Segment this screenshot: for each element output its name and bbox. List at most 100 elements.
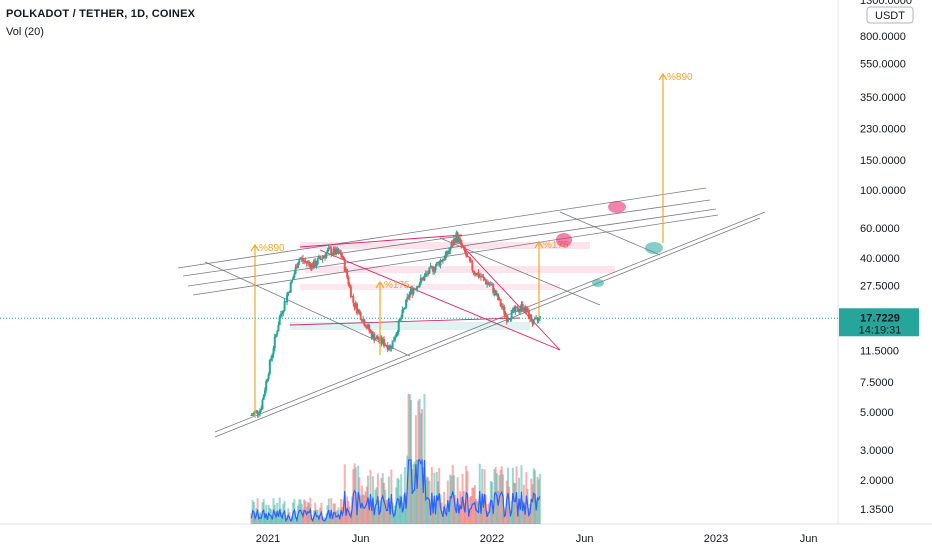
trendline [182, 199, 711, 277]
candle-body [525, 306, 528, 313]
volume-bar [344, 508, 347, 524]
volume-bar [419, 413, 422, 524]
candle-body [324, 256, 327, 258]
candle-body [488, 284, 491, 286]
candle-body [511, 308, 514, 311]
candle-body [435, 262, 438, 266]
candle-body [327, 247, 330, 250]
countdown-label: 14:19:31 [859, 324, 902, 336]
candle-body [538, 316, 541, 319]
candle-body [321, 256, 324, 260]
candle-body [378, 339, 381, 341]
trendline [214, 211, 766, 433]
time-axis[interactable]: 2021 Jun 2022 Jun 2023 Jun [256, 533, 818, 545]
candle-body [419, 277, 422, 284]
candle-body [341, 255, 344, 258]
candle-body [527, 310, 530, 319]
candle-body [391, 340, 394, 349]
candle-body [363, 319, 366, 326]
volume-bar [407, 394, 410, 524]
candle-body [530, 314, 533, 322]
candle-body [349, 286, 352, 297]
candle-body [405, 299, 408, 308]
arrow-head [375, 280, 385, 289]
price-axis[interactable]: 1300.0000 800.0000 550.0000 350.0000 230.000… [839, 0, 919, 516]
candle-body [338, 250, 341, 253]
candle-body [261, 399, 264, 410]
volume-bar [364, 491, 367, 524]
candle-body [305, 261, 308, 263]
y-tick-label: 27.5000 [860, 281, 900, 293]
candle-body [333, 248, 336, 255]
candle-body [472, 270, 475, 273]
candle-body [494, 289, 497, 296]
volume-bar [359, 495, 362, 524]
volume-bar [362, 494, 365, 524]
volume-bar [425, 476, 428, 524]
volume-bar [432, 504, 435, 524]
volume-bar [412, 464, 415, 524]
volume-bar [513, 482, 516, 524]
candle-body [515, 306, 518, 308]
volume-bar [482, 494, 485, 524]
candle-body [466, 256, 469, 258]
currency-button[interactable] [866, 6, 914, 24]
volume-bar [455, 503, 458, 524]
volume-bar [363, 495, 366, 524]
candle-body [309, 263, 312, 269]
candle-body [498, 298, 501, 300]
candle-body [423, 275, 426, 281]
candle-body [486, 282, 489, 285]
candle-body [491, 284, 493, 286]
volume-bar [416, 460, 419, 524]
candle-body [509, 318, 512, 320]
candle-body [444, 254, 447, 260]
candle-body [457, 238, 460, 242]
candle-body [265, 380, 268, 391]
target-marker [592, 279, 604, 287]
volume-bar [385, 499, 388, 524]
candle-body [375, 336, 378, 339]
y-tick-label: 11.5000 [860, 345, 899, 357]
volume-bar [538, 473, 541, 524]
candle-body [503, 306, 506, 315]
candle-body [287, 291, 290, 296]
volume-bar [535, 499, 538, 524]
last-price-label: 17.7229 [860, 312, 900, 324]
candle-body [514, 306, 517, 312]
candle-body [290, 279, 293, 283]
volume-bar [378, 507, 381, 524]
candle-body [310, 263, 313, 269]
currency-label: USDT [875, 10, 905, 22]
candle-body [533, 318, 536, 320]
volume-bar [413, 461, 416, 524]
candle-body [408, 292, 411, 298]
volume-bar [450, 476, 453, 524]
candle-body [295, 266, 298, 269]
volume-indicator-label[interactable]: Vol (20) [6, 26, 44, 38]
candle-body [381, 339, 384, 344]
volume-bar [250, 513, 253, 524]
candle-body [335, 248, 338, 255]
candle-body [413, 288, 416, 290]
candle-body [257, 413, 260, 415]
candle-body [251, 414, 254, 416]
candle-body [355, 303, 358, 314]
volume-bar [486, 510, 489, 524]
candle-body [370, 331, 373, 339]
candle-body [298, 258, 301, 263]
candle-body [532, 319, 535, 324]
volume-bar [266, 516, 269, 524]
candle-body [270, 358, 273, 361]
candle-body [438, 261, 441, 266]
y-tick-label: 100.0000 [860, 185, 906, 197]
candle-body [260, 409, 263, 411]
candle-body [364, 325, 367, 328]
candle-body [320, 259, 323, 261]
candle-body [446, 250, 449, 254]
candle-body [256, 410, 259, 415]
candle-body [336, 248, 339, 253]
candle-body [292, 277, 295, 280]
candle-body [428, 267, 431, 274]
